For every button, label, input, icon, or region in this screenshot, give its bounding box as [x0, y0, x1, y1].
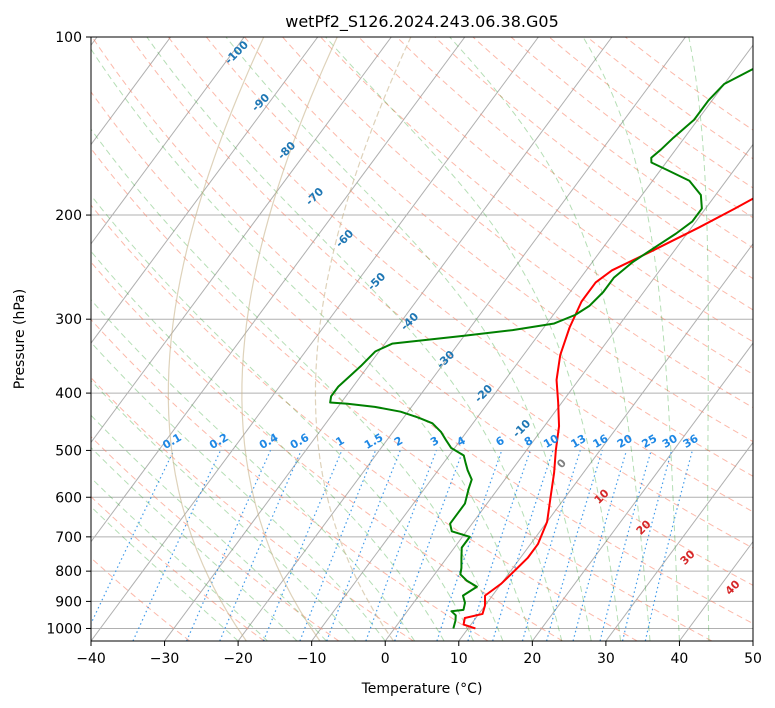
- mixing-ratio-line: [186, 450, 272, 641]
- x-tick-label: 10: [450, 651, 468, 667]
- moist-adiabat: [146, 37, 563, 641]
- y-tick-label: 300: [55, 312, 82, 328]
- dry-adiabat: [91, 204, 638, 641]
- theta-curve: [314, 37, 412, 641]
- moist-adiabat: [225, 37, 592, 641]
- dry-adiabat: [91, 261, 563, 641]
- y-tick-label: 700: [55, 530, 82, 546]
- x-tick-label: −20: [223, 651, 253, 667]
- mixing-ratio-line: [572, 450, 628, 641]
- dry-adiabat: [91, 495, 265, 641]
- y-tick-label: 200: [55, 208, 82, 224]
- dry-adiabat: [548, 37, 753, 189]
- isotherm: [91, 37, 539, 641]
- x-axis-label: Temperature (°C): [361, 681, 483, 697]
- y-tick-label: 900: [55, 594, 82, 610]
- dewpoint-line: [329, 67, 753, 629]
- mixing-ratio-line: [546, 450, 603, 641]
- moist-adiabat: [91, 379, 357, 641]
- dry-adiabat: [510, 37, 753, 219]
- theta-curve: [241, 37, 338, 641]
- x-tick-label: −40: [76, 651, 106, 667]
- mixing-ratio-line: [436, 450, 503, 641]
- isotherm: [91, 37, 392, 444]
- y-tick-label: 500: [55, 443, 82, 459]
- moist-adiabat: [91, 299, 416, 641]
- x-tick-label: 40: [671, 651, 689, 667]
- isotherm: [164, 37, 613, 641]
- y-axis: 100 200 300 400 500 600 700 800 900 1000: [46, 30, 91, 637]
- x-tick-label: 30: [597, 651, 615, 667]
- dry-adiabat: [91, 91, 753, 625]
- dry-adiabat: [320, 37, 753, 375]
- mixing-ratio-line: [644, 450, 693, 641]
- dry-adiabat: [91, 377, 414, 641]
- theta-curve: [167, 37, 265, 641]
- isotherm: [237, 37, 686, 641]
- x-tick-label: 50: [744, 651, 762, 667]
- chart-title: wetPf2_S126.2024.243.06.38.G05: [285, 12, 559, 32]
- profile-lines: [329, 67, 753, 630]
- isotherm: [91, 37, 466, 543]
- dry-adiabat: [586, 37, 753, 160]
- mixing-ratio-line: [521, 450, 581, 641]
- y-tick-label: 600: [55, 490, 82, 506]
- x-tick-label: −30: [150, 651, 180, 667]
- y-axis-label: Pressure (hPa): [12, 289, 28, 389]
- mixing-ratio-line: [621, 450, 673, 641]
- moist-adiabat: [91, 446, 298, 641]
- isotherm: [91, 37, 245, 245]
- temperature-line: [462, 197, 753, 630]
- background-lines: [91, 37, 753, 641]
- mixing-ratio-line: [91, 450, 175, 625]
- dry-adiabat: [91, 318, 489, 641]
- dry-adiabat: [358, 37, 753, 343]
- moist-adiabat: [91, 341, 386, 641]
- isotherm: [311, 44, 753, 641]
- moist-adiabat: [91, 506, 239, 641]
- moist-adiabat: [582, 37, 680, 641]
- dry-adiabat: [167, 37, 753, 513]
- mixing-ratio-line: [262, 450, 343, 641]
- plot-frame: [90, 36, 754, 642]
- dry-adiabat: [91, 37, 753, 586]
- x-tick-label: −10: [297, 651, 327, 667]
- moist-adiabat: [91, 48, 533, 641]
- isotherm: [384, 143, 753, 641]
- dry-adiabat: [472, 37, 753, 249]
- y-tick-label: 1000: [46, 621, 82, 637]
- isotherm: [91, 37, 172, 146]
- y-tick-label: 800: [55, 564, 82, 580]
- x-tick-label: 20: [523, 651, 541, 667]
- y-tick-label: 100: [55, 30, 82, 46]
- x-axis: −40 −30 −20 −10 0 10 20 30 40 50: [76, 641, 762, 667]
- moist-adiabat: [91, 414, 327, 641]
- x-tick-label: 0: [381, 651, 390, 667]
- isotherm: [458, 242, 753, 641]
- mixing-ratio-line: [467, 450, 531, 641]
- mixing-ratio-line: [132, 450, 222, 641]
- mixing-ratio-line: [492, 450, 554, 641]
- moist-adiabat: [325, 37, 622, 641]
- isotherm: [531, 342, 753, 641]
- y-tick-label: 400: [55, 386, 82, 402]
- mixing-ratio-line: [599, 450, 652, 641]
- moist-adiabat: [688, 37, 710, 641]
- dry-adiabat: [282, 37, 753, 409]
- isotherm: [91, 37, 319, 344]
- isotherm: [605, 441, 753, 641]
- moist-adiabat: [91, 477, 268, 641]
